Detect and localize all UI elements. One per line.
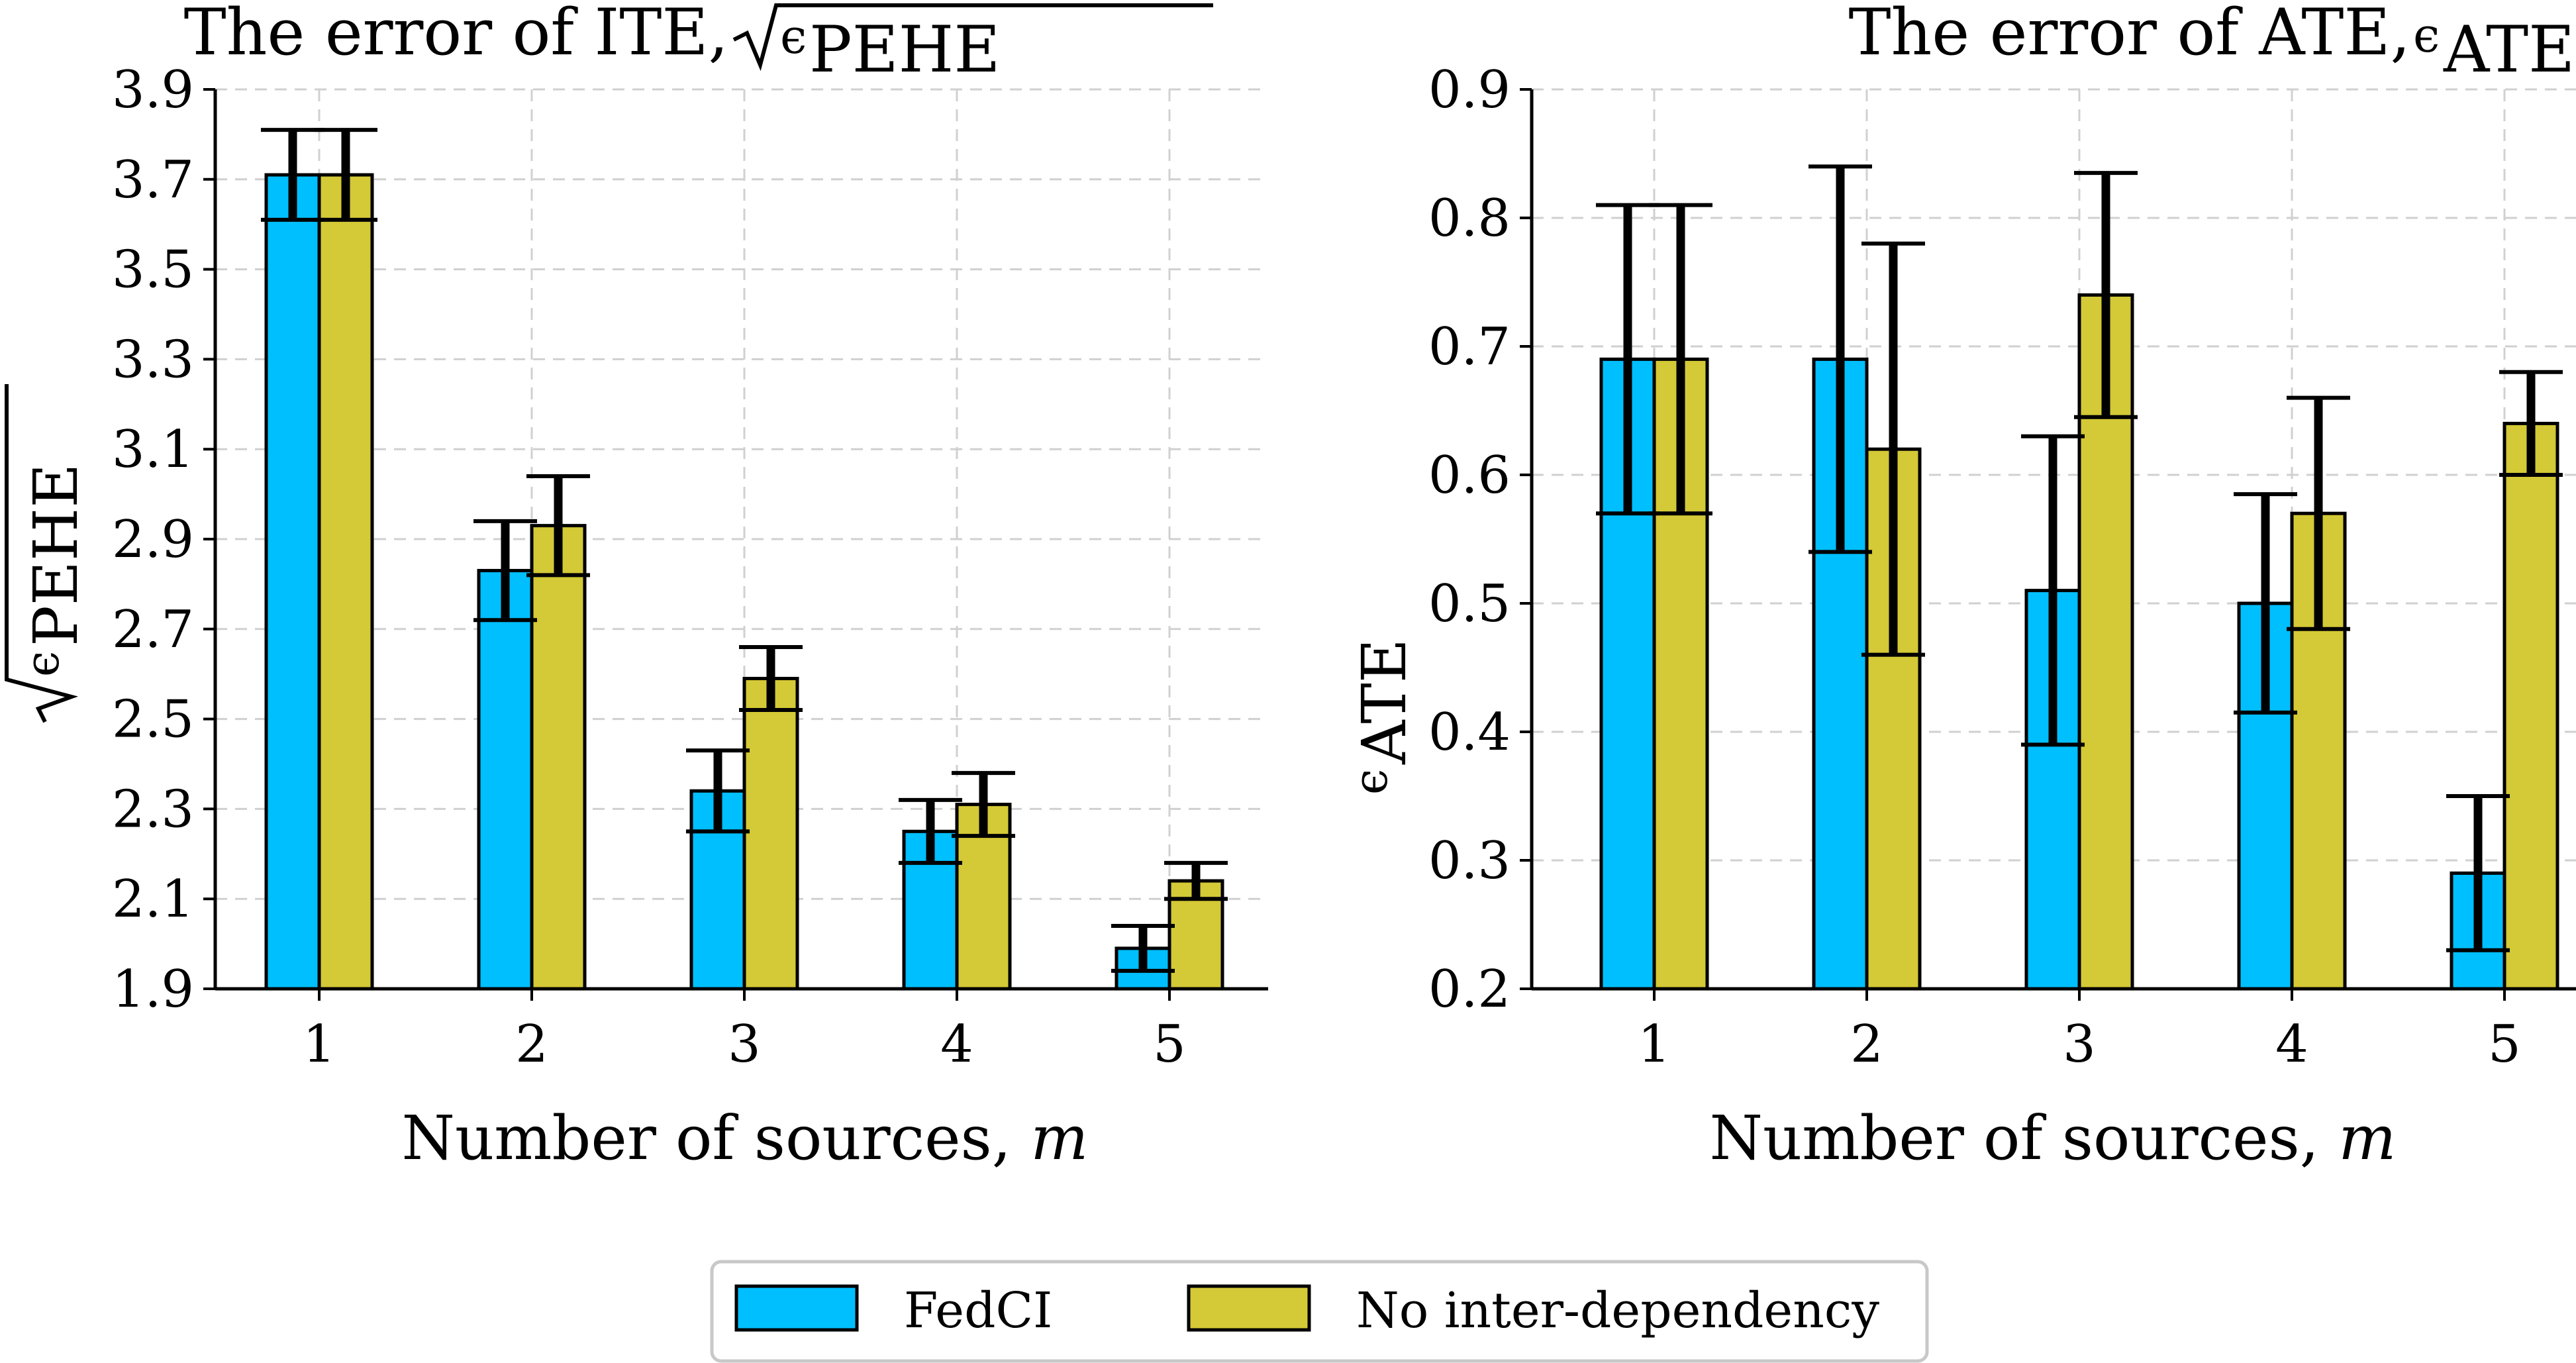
legend-label-no-inter-dependency: No inter-dependency <box>1356 1282 1879 1339</box>
chart-ate-ylabel-sub: ATE <box>1349 638 1420 765</box>
chart-ate-ylabel: ϵ ATE <box>1344 638 1420 795</box>
ate-ytick-label: 0.3 <box>1428 831 1511 891</box>
legend-label-fedci: FedCI <box>904 1282 1052 1339</box>
chart-ate-error-bars <box>1596 164 2563 952</box>
chart-ite-grid <box>215 88 1268 990</box>
ate-ytick-label: 0.2 <box>1428 960 1511 1019</box>
chart-ate-title: The error of ATE, <box>1848 0 2410 70</box>
ate-xtick-label: 4 <box>2275 1015 2308 1074</box>
ite-bar-no-inter-dependency-1 <box>317 173 374 991</box>
legend-swatch-fedci <box>734 1284 859 1332</box>
ate-ytick-label: 0.6 <box>1428 446 1511 505</box>
ite-ytick-label: 2.9 <box>112 510 194 570</box>
chart-ate-axes <box>1530 89 2576 991</box>
ite-xtick-label: 5 <box>1153 1015 1186 1074</box>
ite-ytick-label: 1.9 <box>112 960 194 1019</box>
ite-xtick-label: 3 <box>728 1015 761 1074</box>
chart-ate-title-sub: ATE <box>2443 13 2575 87</box>
ylabel-ate-epsilon: ϵ <box>1344 769 1398 795</box>
title-sqrt-sign-icon <box>732 3 1213 72</box>
ate-xtick-label: 3 <box>2063 1015 2096 1074</box>
ite-ytick-label: 3.5 <box>112 240 194 300</box>
chart-ite-ylabel: ϵ PEHE <box>5 384 91 723</box>
legend-swatch-no-inter-dependency <box>1187 1284 1311 1332</box>
ite-ytick-label: 3.9 <box>112 60 194 120</box>
chart-ite-title: The error of ITE, <box>184 0 728 70</box>
chart-ite-error-bars <box>261 128 1228 973</box>
chart-ate-panel: 0.2 0.3 0.4 0.5 0.6 0.7 0.8 0.9 1 2 3 4 5 The error… <box>1344 0 2576 1174</box>
ite-bar-fedci-1 <box>264 173 321 991</box>
chart-ite-xlabel: Number of sources, m <box>402 1103 1089 1174</box>
legend-frame <box>710 1260 1929 1363</box>
chart-ate-title-symbol: ϵ ATE <box>2413 7 2575 87</box>
title-ate-epsilon: ϵ <box>2413 7 2440 63</box>
ite-ytick-label: 3.7 <box>112 150 194 210</box>
chart-ate-bars <box>1599 293 2559 991</box>
ite-ytick-label: 2.7 <box>112 600 194 660</box>
ite-ytick-label: 2.3 <box>112 780 194 839</box>
chart-ite-y-ticks: 1.9 2.1 2.3 2.5 2.7 2.9 3.1 3.3 3.5 3.7 3.9 <box>112 60 215 1019</box>
chart-ate-xlabel: Number of sources, m <box>1710 1103 2397 1174</box>
ite-xtick-label: 2 <box>515 1015 548 1074</box>
legend: FedCI No inter-dependency <box>710 1260 1929 1363</box>
ite-ytick-label: 2.1 <box>112 870 194 929</box>
ylabel-sqrt-sign-icon <box>5 384 79 723</box>
chart-ate-y-ticks: 0.2 0.3 0.4 0.5 0.6 0.7 0.8 0.9 <box>1428 60 1532 1019</box>
ate-bar-no-inter-dependency-5 <box>2502 421 2559 991</box>
ate-ytick-label: 0.8 <box>1428 189 1511 248</box>
ite-xtick-label: 4 <box>940 1015 973 1074</box>
ite-ytick-label: 3.3 <box>112 330 194 389</box>
ite-xtick-label: 1 <box>303 1015 336 1074</box>
ate-ytick-label: 0.4 <box>1428 703 1511 762</box>
chart-ite-title-sub: PEHE <box>809 13 1000 87</box>
title-epsilon: ϵ <box>780 9 807 64</box>
ate-ytick-label: 0.9 <box>1428 60 1511 120</box>
ite-ytick-label: 2.5 <box>112 690 194 750</box>
ite-bar-fedci-2 <box>477 569 534 991</box>
ate-ytick-label: 0.7 <box>1428 317 1511 377</box>
ite-bar-no-inter-dependency-2 <box>530 524 587 991</box>
chart-ite-ylabel-sub: PEHE <box>21 464 91 646</box>
chart-ite-x-ticks: 1 2 3 4 5 <box>303 989 1186 1074</box>
chart-ate-x-ticks: 1 2 3 4 5 <box>1638 989 2521 1074</box>
ite-ytick-label: 3.1 <box>112 420 194 480</box>
ite-bar-no-inter-dependency-3 <box>742 676 799 991</box>
ylabel-epsilon: ϵ <box>15 651 70 677</box>
ate-xtick-label: 5 <box>2488 1015 2521 1074</box>
ate-ytick-label: 0.5 <box>1428 574 1511 634</box>
chart-ite-title-symbol: ϵ PEHE <box>732 3 1213 87</box>
ate-xtick-label: 1 <box>1638 1015 1671 1074</box>
ate-xtick-label: 2 <box>1850 1015 1883 1074</box>
